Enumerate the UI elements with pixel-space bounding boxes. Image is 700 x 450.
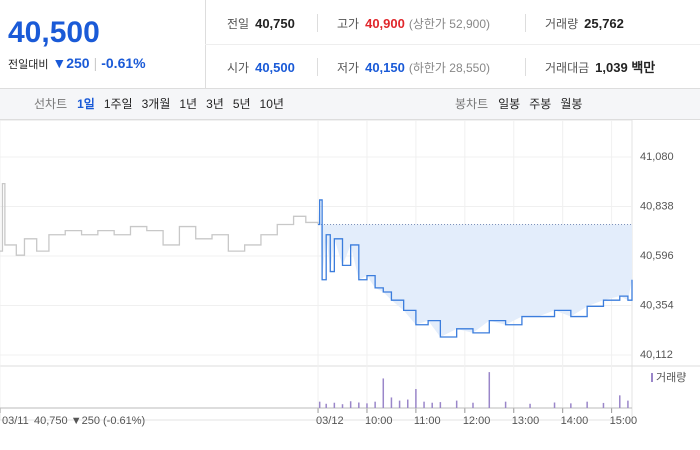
down-arrow: ▼ [52,55,67,71]
period-tab[interactable]: 1일 [77,97,95,111]
y-tick-label: 41,080 [640,151,674,163]
period-tab[interactable]: 1년 [179,97,198,111]
stat-label: 거래량 [545,17,579,31]
stat-label: 고가 [337,17,360,31]
y-tick-label: 40,838 [640,200,674,212]
stat: 고가 40,900 (상한가 52,900) [337,0,490,44]
change-rate: -0.61% [101,55,146,71]
change-line: 전일대비 ▼250 | -0.61% [8,55,146,71]
y-tick-label: 40,112 [640,349,673,361]
price-line [318,199,633,338]
stat-label: 저가 [337,61,360,75]
stat-note: (상한가 52,900) [408,17,491,31]
stat-label: 거래대금 [545,61,590,75]
quote-header: 40,500 전일대비 ▼250 | -0.61% 전일 40,750 고가 40,90… [0,0,700,89]
stat: 시가 40,500 [227,44,295,88]
tab-bar: 선차트 1일 1주일 3개월 1년 3년 5년 10년 봉차트 일봉 주봉 월봉 [0,89,700,120]
line-tabs: 선차트 1일 1주일 3개월 1년 3년 5년 10년 [34,89,293,119]
x-tick-label: 03/11 [2,415,29,427]
candle-tab[interactable]: 주봉 [529,97,552,111]
change-label: 전일대비 [8,59,49,71]
stats-row: 전일 40,750 고가 40,900 (상한가 52,900) 거래량 25,762 [205,0,700,45]
tab-group-label: 선차트 [34,97,68,111]
y-tick-label: 40,596 [640,250,674,262]
stat-value: 25,762 [584,16,624,31]
legend-label: 거래량 [656,371,686,384]
area [318,199,632,337]
stats-row: 시가 40,500 저가 40,150 (하한가 28,550) 거래대금 1,039 … [205,44,700,88]
x-tick-label: 03/12 [316,415,344,427]
stat-value: 40,500 [255,60,295,75]
period-tab[interactable]: 1주일 [103,97,133,111]
stat-note: (하한가 28,550) [408,61,491,75]
stat-value: 40,150 [365,60,405,75]
x-tick-label: 14:00 [561,415,589,427]
period-tab[interactable]: 10년 [259,97,284,111]
period-tab[interactable]: 5년 [232,97,251,111]
chart: 40,112 40,354 40,596 40,838 41,080 03/11 03/12… [0,120,700,427]
candle-tab[interactable]: 일봉 [498,97,521,111]
stat: 전일 40,750 [227,0,295,44]
candle-tabs: 봉차트 일봉 주봉 월봉 [455,89,591,119]
y-tick-label: 40,354 [640,299,674,311]
stat: 거래대금 1,039 백만 [545,44,655,88]
legend-swatch [651,373,653,382]
x-tick-label: 15:00 [610,415,638,427]
stat-label: 전일 [227,17,250,31]
stat: 거래량 25,762 [545,0,624,44]
period-tab[interactable]: 3개월 [141,97,171,111]
x-tick-label: 10:00 [365,415,393,427]
stat-value: 1,039 백만 [595,60,656,75]
stat: 저가 40,150 (하한가 28,550) [337,44,490,88]
change-amount: 250 [66,55,90,71]
x-tick-label: 12:00 [463,415,491,427]
candle-tab[interactable]: 월봉 [560,97,583,111]
stat-value: 40,900 [365,16,405,31]
stat-label: 시가 [227,61,250,75]
stat-value: 40,750 [255,16,295,31]
period-tab[interactable]: 3년 [206,97,224,111]
price-line [0,182,319,256]
tab-group-label[interactable]: 봉차트 [455,97,489,111]
footer-summary: 40,750 ▼250 (-0.61%) [34,415,145,427]
x-tick-label: 13:00 [512,415,540,427]
current-price: 40,500 [8,16,100,49]
x-tick-label: 11:00 [414,415,441,427]
quote-summary: 40,500 전일대비 ▼250 | -0.61% [0,0,206,88]
